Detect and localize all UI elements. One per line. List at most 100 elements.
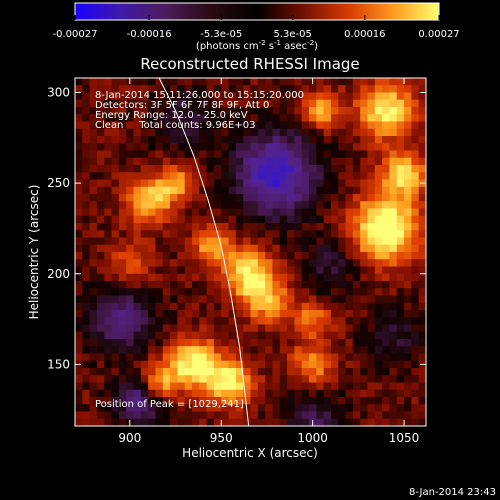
heatmap-cell	[323, 165, 332, 173]
heatmap-cell	[411, 128, 420, 137]
heatmap-cell	[265, 143, 274, 152]
heatmap-cell	[228, 85, 237, 94]
heatmap-cell	[155, 172, 164, 181]
heatmap-cell	[148, 331, 157, 340]
heatmap-cell	[206, 121, 215, 130]
heatmap-cell	[235, 230, 244, 239]
heatmap-cell	[418, 259, 426, 268]
heatmap-cell	[352, 346, 361, 355]
heatmap-cell	[301, 107, 310, 115]
heatmap-cell	[279, 353, 288, 362]
heatmap-cell	[396, 194, 405, 202]
heatmap-cell	[89, 85, 98, 94]
heatmap-cell	[367, 317, 376, 326]
heatmap-cell	[272, 266, 281, 275]
heatmap-cell	[221, 201, 230, 210]
heatmap-cell	[177, 310, 186, 318]
heatmap-cell	[89, 281, 98, 289]
heatmap-cell	[323, 375, 332, 384]
heatmap-cell	[294, 172, 303, 181]
heatmap-cell	[360, 78, 369, 86]
heatmap-cell	[89, 266, 98, 275]
heatmap-cell	[367, 346, 376, 355]
heatmap-cell	[133, 288, 142, 297]
heatmap-cell	[199, 418, 208, 426]
heatmap-cell	[389, 375, 398, 384]
heatmap-cell	[162, 418, 171, 426]
heatmap-cell	[118, 215, 127, 224]
heatmap-cell	[294, 114, 303, 123]
heatmap-cell	[177, 295, 186, 304]
heatmap-cell	[265, 281, 274, 289]
heatmap-cell	[235, 114, 244, 123]
heatmap-cell	[206, 237, 215, 246]
heatmap-cell	[279, 114, 288, 123]
heatmap-cell	[221, 136, 230, 144]
heatmap-cell	[104, 114, 113, 123]
heatmap-cell	[184, 157, 193, 166]
heatmap-cell	[396, 324, 405, 333]
heatmap-cell	[272, 317, 281, 326]
heatmap-cell	[287, 288, 295, 297]
heatmap-cell	[345, 215, 354, 224]
heatmap-cell	[96, 273, 105, 282]
heatmap-cell	[184, 317, 193, 326]
heatmap-cell	[418, 223, 426, 231]
heatmap-cell	[162, 99, 171, 108]
heatmap-cell	[250, 85, 259, 94]
heatmap-cell	[104, 244, 113, 253]
heatmap-cell	[170, 353, 178, 362]
heatmap-cell	[177, 157, 186, 166]
heatmap-cell	[352, 85, 361, 94]
heatmap-cell	[162, 150, 171, 159]
x-axis-tick-label: 900	[118, 431, 141, 445]
heatmap-cell	[89, 353, 98, 362]
heatmap-cell	[75, 273, 83, 282]
heatmap-cell	[382, 317, 391, 326]
heatmap-cell	[345, 143, 354, 152]
heatmap-cell	[411, 360, 420, 369]
heatmap-cell	[404, 208, 412, 217]
heatmap-cell	[330, 331, 339, 340]
heatmap-cell	[118, 368, 127, 376]
heatmap-cell	[374, 317, 383, 326]
heatmap-cell	[294, 346, 303, 355]
heatmap-cell	[199, 244, 208, 253]
heatmap-cell	[323, 259, 332, 268]
heatmap-cell	[316, 295, 325, 304]
heatmap-cell	[338, 375, 347, 384]
heatmap-cell	[367, 259, 376, 268]
heatmap-cell	[221, 375, 230, 384]
heatmap-cell	[360, 186, 369, 195]
heatmap-cell	[352, 331, 361, 340]
heatmap-cell	[177, 389, 186, 398]
heatmap-cell	[206, 346, 215, 355]
heatmap-cell	[89, 172, 98, 181]
heatmap-cell	[82, 78, 91, 86]
heatmap-cell	[272, 244, 281, 253]
heatmap-cell	[411, 136, 420, 144]
heatmap-cell	[279, 339, 288, 347]
heatmap-cell	[133, 346, 142, 355]
heatmap-cell	[140, 107, 149, 115]
heatmap-cell	[235, 194, 244, 202]
heatmap-cell	[360, 136, 369, 144]
heatmap-cell	[213, 128, 222, 137]
heatmap-cell	[360, 179, 369, 188]
heatmap-cell	[235, 353, 244, 362]
heatmap-cell	[118, 346, 127, 355]
heatmap-cell	[206, 273, 215, 282]
heatmap-cell	[89, 339, 98, 347]
heatmap-cell	[411, 346, 420, 355]
heatmap-cell	[294, 99, 303, 108]
heatmap-cell	[272, 78, 281, 86]
heatmap-cell	[118, 165, 127, 173]
heatmap-cell	[75, 302, 83, 311]
heatmap-cell	[184, 346, 193, 355]
heatmap-cell	[279, 172, 288, 181]
heatmap-cell	[389, 310, 398, 318]
heatmap-cell	[257, 114, 266, 123]
heatmap-cell	[148, 172, 157, 181]
heatmap-cell	[345, 208, 354, 217]
heatmap-cell	[330, 107, 339, 115]
